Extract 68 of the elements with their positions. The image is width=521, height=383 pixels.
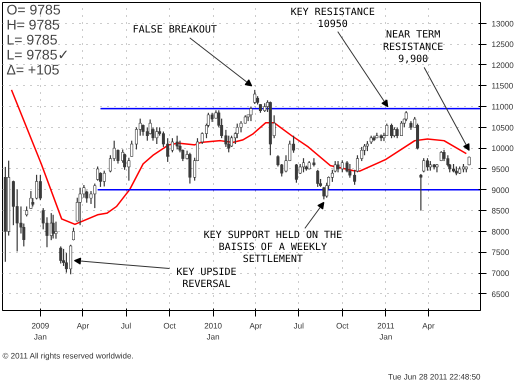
y-tick-label: 12000	[492, 60, 514, 70]
candlestick	[52, 214, 55, 240]
y-tick-label: 12500	[492, 40, 514, 50]
y-tick-label: 9500	[492, 164, 510, 174]
y-tick-label: 10000	[492, 144, 514, 154]
candlestick	[396, 126, 399, 139]
annotation: FALSE BREAKOUT	[132, 24, 217, 36]
y-tick-label: 11500	[492, 82, 514, 91]
candlestick	[78, 187, 82, 226]
candlestick	[130, 140, 134, 158]
candlestick	[69, 244, 72, 275]
y-tick-label: 7000	[492, 269, 510, 278]
text: © 2011 All rights reserved worldwide.	[2, 352, 134, 360]
candlestick	[316, 169, 320, 188]
candlestick	[426, 158, 429, 172]
candlestick	[38, 174, 42, 201]
x-tick-label: Apr	[76, 322, 90, 330]
candlestick	[404, 110, 408, 122]
y-tick-label: 10500	[492, 123, 514, 132]
x-tick-label: Jul	[294, 322, 304, 330]
y-tick-label: 9000	[492, 186, 510, 195]
y-tick-label: 6500	[492, 290, 510, 299]
annotation: H= 9785	[6, 16, 60, 32]
candlestick	[428, 160, 432, 172]
candlestick	[422, 158, 426, 173]
x-tick-label: Oct	[336, 322, 350, 330]
candlestick	[294, 163, 298, 184]
candlestick	[419, 173, 422, 212]
line-series	[10, 89, 468, 226]
x-tick-label: 2010 Jan	[204, 322, 223, 342]
text: Tue Jun 28 2011 22:48:50	[388, 372, 482, 382]
y-tick-label: 13000	[492, 19, 514, 28]
candlestick	[155, 126, 158, 145]
x-tick-label: Oct	[163, 322, 177, 330]
candlestick	[210, 112, 214, 123]
candlestick	[93, 182, 96, 209]
candlestick	[302, 158, 305, 173]
y-tick-label: 8000	[492, 227, 510, 236]
candlestick	[123, 152, 126, 170]
candlestick	[82, 184, 86, 198]
annotation: KEY RESISTANCE 10950	[290, 7, 375, 30]
y-tick-label: 11000	[492, 102, 514, 112]
candlestick	[366, 140, 369, 152]
annotation: Δ= +105	[6, 62, 60, 78]
y-tick-label: 8500	[492, 206, 510, 216]
candlestick	[127, 157, 130, 182]
x-tick-label: Apr	[422, 322, 435, 330]
x-tick-label: 2011 Jan	[377, 322, 395, 342]
candlestick	[336, 160, 340, 173]
x-tick-label: Jul	[120, 322, 132, 330]
candlestick	[400, 120, 403, 136]
candlestick	[54, 221, 58, 240]
candlestick	[253, 89, 256, 105]
candlestick	[102, 170, 106, 188]
x-tick-label: 2009 Jan	[31, 322, 50, 342]
annotation: L= 9785✓	[6, 46, 70, 62]
candlestick	[59, 246, 62, 264]
candlestick	[25, 206, 28, 218]
y-tick-label: 7500	[492, 248, 510, 258]
annotation: O= 9785	[6, 2, 61, 18]
x-tick-label: Apr	[249, 322, 262, 330]
candlestick	[249, 106, 252, 122]
annotation: KEY SUPPORT HELD ON THE BAISIS OF A WEEKLY SETTLEMENT	[204, 230, 342, 265]
annotation: KEY UPSIDE REVERSAL	[176, 267, 237, 290]
candlestick	[166, 138, 170, 163]
annotation: L= 9785	[6, 32, 58, 48]
candlestick	[72, 227, 75, 241]
annotation: NEAR TERM RESISTANCE 9,900	[383, 30, 444, 65]
